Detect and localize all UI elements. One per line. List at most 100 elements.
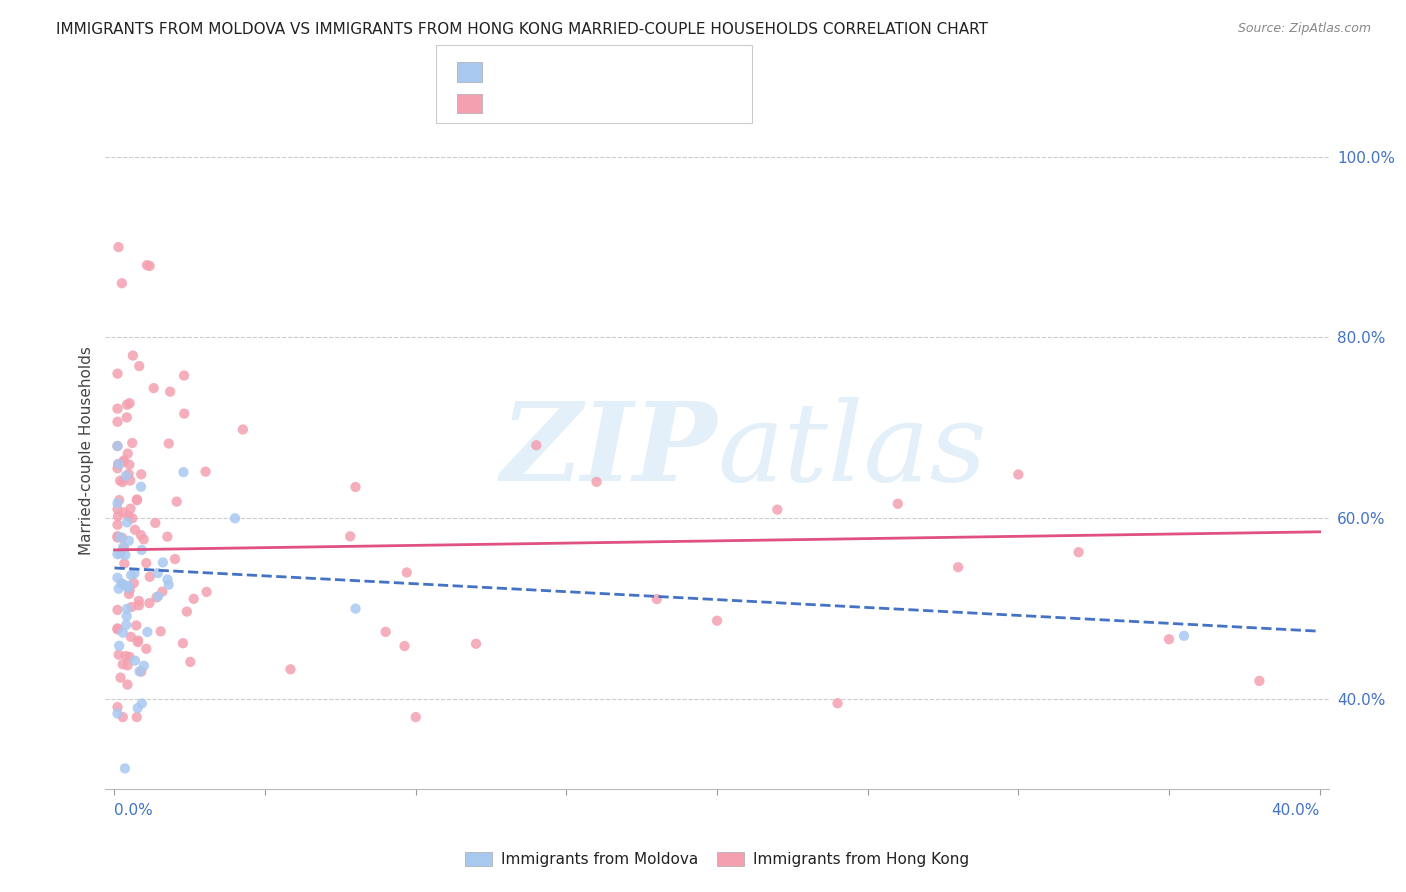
Point	[135, 556, 157, 570]
Point	[194, 465, 217, 479]
Text: 0.010: 0.010	[531, 96, 579, 111]
Point	[112, 557, 135, 571]
Point	[125, 492, 148, 507]
Point	[344, 601, 367, 615]
Point	[172, 636, 194, 650]
Point	[108, 493, 131, 508]
Point	[142, 381, 165, 395]
Point	[118, 587, 141, 601]
Legend: Immigrants from Moldova, Immigrants from Hong Kong: Immigrants from Moldova, Immigrants from…	[458, 846, 976, 873]
Point	[183, 591, 205, 606]
Text: ZIP: ZIP	[501, 397, 717, 504]
Point	[131, 665, 153, 679]
Point	[107, 547, 129, 561]
Point	[115, 410, 138, 425]
Point	[107, 502, 129, 516]
Point	[107, 622, 129, 636]
Point	[107, 529, 129, 543]
Text: 0.0%: 0.0%	[114, 803, 153, 818]
Point	[138, 596, 160, 610]
Point	[122, 576, 145, 591]
Point	[395, 566, 418, 580]
Point	[150, 584, 173, 599]
Point	[110, 546, 132, 560]
Point	[112, 540, 135, 554]
Point	[173, 407, 195, 421]
Point	[120, 568, 142, 582]
Point	[405, 710, 427, 724]
Point	[706, 614, 728, 628]
Point	[149, 624, 172, 639]
Point	[121, 436, 143, 450]
Point	[163, 552, 186, 566]
Point	[157, 578, 180, 592]
Point	[107, 401, 129, 416]
Point	[127, 635, 149, 649]
Point	[143, 516, 166, 530]
Point	[344, 480, 367, 494]
Point	[107, 439, 129, 453]
Point	[585, 475, 607, 489]
Point	[108, 474, 131, 488]
Point	[146, 566, 169, 580]
Point	[195, 585, 218, 599]
Point	[136, 624, 159, 639]
Point	[394, 639, 416, 653]
Point	[107, 706, 129, 721]
Point	[122, 349, 145, 363]
Point	[156, 530, 179, 544]
Point	[115, 468, 138, 483]
Point	[117, 581, 139, 595]
Point	[117, 446, 139, 460]
Point	[145, 591, 167, 605]
Point	[107, 439, 129, 453]
Point	[766, 502, 789, 516]
Text: R =: R =	[492, 96, 526, 111]
Point	[138, 259, 160, 273]
Point	[107, 240, 129, 254]
Text: 111: 111	[644, 96, 675, 111]
Point	[117, 658, 139, 673]
Point	[111, 475, 134, 489]
Point	[827, 696, 849, 710]
Point	[107, 367, 129, 381]
Point	[524, 438, 547, 452]
Point	[374, 624, 396, 639]
Point	[131, 697, 153, 711]
Point	[107, 461, 129, 475]
Point	[118, 396, 141, 410]
Point	[146, 590, 169, 604]
Point	[124, 523, 146, 537]
Point	[107, 571, 129, 585]
Text: R =: R =	[492, 64, 526, 79]
Point	[176, 605, 198, 619]
Point	[645, 592, 668, 607]
Text: N =: N =	[602, 96, 645, 111]
Point	[125, 710, 148, 724]
Point	[120, 501, 142, 516]
Text: IMMIGRANTS FROM MOLDOVA VS IMMIGRANTS FROM HONG KONG MARRIED-COUPLE HOUSEHOLDS C: IMMIGRANTS FROM MOLDOVA VS IMMIGRANTS FR…	[56, 22, 988, 37]
Point	[136, 258, 159, 272]
Point	[111, 625, 134, 640]
Point	[124, 566, 146, 581]
Point	[107, 457, 129, 471]
Point	[1007, 467, 1029, 482]
Point	[112, 577, 135, 591]
Point	[112, 453, 135, 467]
Point	[232, 422, 254, 436]
Point	[118, 509, 141, 524]
Point	[125, 618, 148, 632]
Text: -0.068: -0.068	[531, 64, 586, 79]
Point	[107, 603, 129, 617]
Point	[110, 576, 132, 591]
Point	[107, 517, 129, 532]
Point	[107, 531, 129, 545]
Point	[118, 533, 141, 548]
Point	[131, 543, 153, 558]
Point	[157, 436, 180, 450]
Point	[124, 654, 146, 668]
Point	[129, 467, 152, 482]
Point	[1249, 673, 1271, 688]
Point	[111, 277, 134, 291]
Point	[1067, 545, 1090, 559]
